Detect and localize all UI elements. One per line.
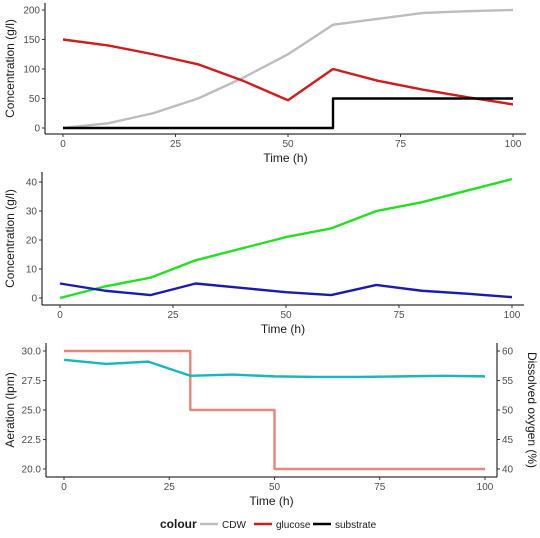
series-glucose-line	[62, 38, 514, 106]
x-tick-label: 50	[282, 139, 294, 150]
y-tick-label: 30.0	[22, 347, 42, 358]
y-tick-label: 40	[26, 178, 38, 189]
legend-title: colour	[160, 517, 197, 531]
x-tick-label: 0	[57, 310, 63, 321]
y-tick-label: 20.0	[22, 465, 42, 476]
y-tick-label: 150	[23, 35, 40, 46]
x-tick-label: 50	[269, 482, 281, 493]
y2-tick-label: 60	[502, 347, 514, 358]
y-tick-label: 50	[29, 94, 41, 105]
series-1-line	[64, 349, 485, 471]
y-tick-label: 0	[34, 124, 40, 135]
x-tick-label: 0	[61, 482, 67, 493]
series-1-line	[59, 177, 513, 300]
x-tick-label: 25	[170, 139, 182, 150]
panel-3: 0 25 50 75 100 20.0 22.5 25.0 27.5 30.0 40 45 50 55 60…	[3, 343, 539, 508]
x-tick-label: 25	[167, 310, 179, 321]
series-2-line	[63, 358, 486, 379]
y2-tick-label: 50	[502, 406, 514, 417]
panel-2: 0 25 50 75 100 0 10 20 30 40 Time (h) Concentration…	[3, 172, 524, 336]
x-tick-label: 0	[60, 139, 66, 150]
legend-label-substrate: substrate	[335, 520, 377, 531]
legend-label-glucose: glucose	[276, 520, 311, 531]
x-axis-title: Time (h)	[263, 151, 307, 165]
y-tick-label: 20	[26, 236, 38, 247]
x-tick-label: 100	[504, 310, 521, 321]
y-tick-label: 27.5	[22, 376, 42, 387]
y-tick-label: 200	[23, 6, 40, 17]
x-tick-label: 75	[374, 482, 386, 493]
series-substrate-line	[63, 97, 513, 130]
x-tick-label: 25	[164, 482, 176, 493]
x-axis-title: Time (h)	[249, 494, 293, 508]
legend-label-CDW: CDW	[222, 520, 246, 531]
y-axis-title: Concentration (g/l)	[3, 19, 17, 118]
y-tick-label: 10	[26, 265, 38, 276]
x-axis-title: Time (h)	[261, 322, 305, 336]
y2-tick-label: 45	[502, 435, 514, 446]
y-tick-label: 30	[26, 207, 38, 218]
x-tick-label: 100	[477, 482, 494, 493]
x-tick-label: 100	[505, 139, 522, 150]
y-axis-title: Concentration (g/l)	[3, 189, 17, 288]
y-tick-label: 0	[31, 294, 37, 305]
series-2-line	[59, 282, 513, 299]
y2-tick-label: 40	[502, 465, 514, 476]
y-tick-label: 22.5	[22, 435, 42, 446]
y-tick-label: 100	[23, 65, 40, 76]
panel-1: 0 25 50 75 100 0 50 100 150 200 Time (h) Concentrat…	[3, 3, 526, 165]
x-tick-label: 75	[393, 310, 405, 321]
x-tick-label: 75	[395, 139, 407, 150]
legend: colour CDW glucose substrate	[160, 517, 377, 531]
series-CDW-line	[62, 8, 514, 130]
y2-axis-title: Dissolved oxygen (%)	[525, 352, 539, 468]
y2-tick-label: 55	[502, 376, 514, 387]
y-tick-label: 25.0	[22, 406, 42, 417]
x-tick-label: 50	[280, 310, 292, 321]
y-axis-title: Aeration (lpm)	[3, 372, 17, 447]
